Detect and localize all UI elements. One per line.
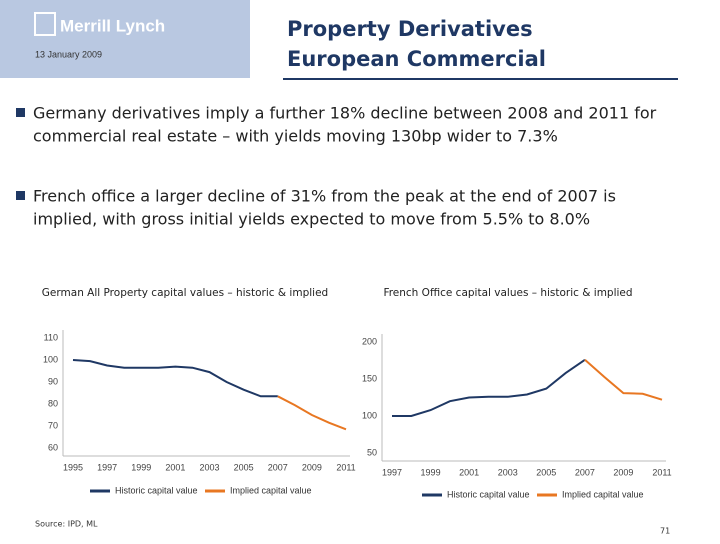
y-tick-label: 100 bbox=[43, 354, 58, 364]
date: 13 January 2009 bbox=[35, 49, 102, 59]
source: Source: IPD, ML bbox=[35, 520, 98, 529]
title: Property Derivatives bbox=[287, 17, 533, 41]
page-number: 71 bbox=[660, 527, 670, 536]
y-tick-label: 50 bbox=[367, 447, 377, 457]
x-tick-label: 1997 bbox=[97, 462, 117, 472]
x-tick-label: 2001 bbox=[165, 462, 185, 472]
y-tick-label: 200 bbox=[362, 336, 377, 346]
legend-label: Implied capital value bbox=[230, 485, 312, 495]
bullet-text: commercial real estate – with yields mov… bbox=[33, 127, 558, 146]
bullet-text: Germany derivatives imply a further 18% … bbox=[33, 104, 657, 123]
y-tick-label: 110 bbox=[44, 332, 58, 342]
title: European Commercial bbox=[287, 47, 546, 71]
y-tick-label: 60 bbox=[48, 442, 58, 452]
bullet-icon bbox=[16, 191, 25, 200]
y-tick-label: 150 bbox=[362, 373, 377, 383]
y-tick-label: 90 bbox=[48, 376, 58, 386]
logo: Merrill Lynch bbox=[60, 16, 165, 35]
x-tick-label: 1997 bbox=[382, 467, 402, 477]
x-tick-label: 2011 bbox=[652, 467, 671, 477]
x-tick-label: 2007 bbox=[575, 467, 595, 477]
data-line bbox=[277, 395, 347, 431]
x-tick-label: 2003 bbox=[498, 467, 518, 477]
bullet-text: French office a larger decline of 31% fr… bbox=[33, 187, 616, 206]
chart-title: German All Property capital values – his… bbox=[42, 287, 328, 299]
y-tick-label: 80 bbox=[48, 398, 58, 408]
chart-title: French Office capital values – historic … bbox=[383, 287, 632, 299]
data-line bbox=[392, 358, 586, 417]
x-tick-label: 2007 bbox=[268, 462, 288, 472]
y-tick-label: 100 bbox=[362, 410, 377, 420]
x-tick-label: 2009 bbox=[613, 467, 633, 477]
x-tick-label: 2005 bbox=[234, 462, 254, 472]
x-tick-label: 2011 bbox=[336, 462, 355, 472]
data-line bbox=[584, 359, 663, 401]
legend-label: Historic capital value bbox=[115, 485, 198, 495]
x-tick-label: 1999 bbox=[421, 467, 441, 477]
header-box bbox=[0, 0, 250, 78]
legend-label: Implied capital value bbox=[562, 489, 644, 499]
x-tick-label: 2009 bbox=[302, 462, 322, 472]
bullet-icon bbox=[16, 108, 25, 117]
y-tick-label: 70 bbox=[48, 420, 58, 430]
x-tick-label: 2003 bbox=[199, 462, 219, 472]
bullet-text: implied, with gross initial yields expec… bbox=[33, 210, 590, 229]
legend-label: Historic capital value bbox=[447, 489, 530, 499]
x-tick-label: 2001 bbox=[459, 467, 479, 477]
logo-icon bbox=[34, 12, 56, 36]
x-tick-label: 1995 bbox=[63, 462, 83, 472]
data-line bbox=[72, 359, 278, 398]
x-tick-label: 2005 bbox=[536, 467, 556, 477]
x-tick-label: 1999 bbox=[131, 462, 151, 472]
